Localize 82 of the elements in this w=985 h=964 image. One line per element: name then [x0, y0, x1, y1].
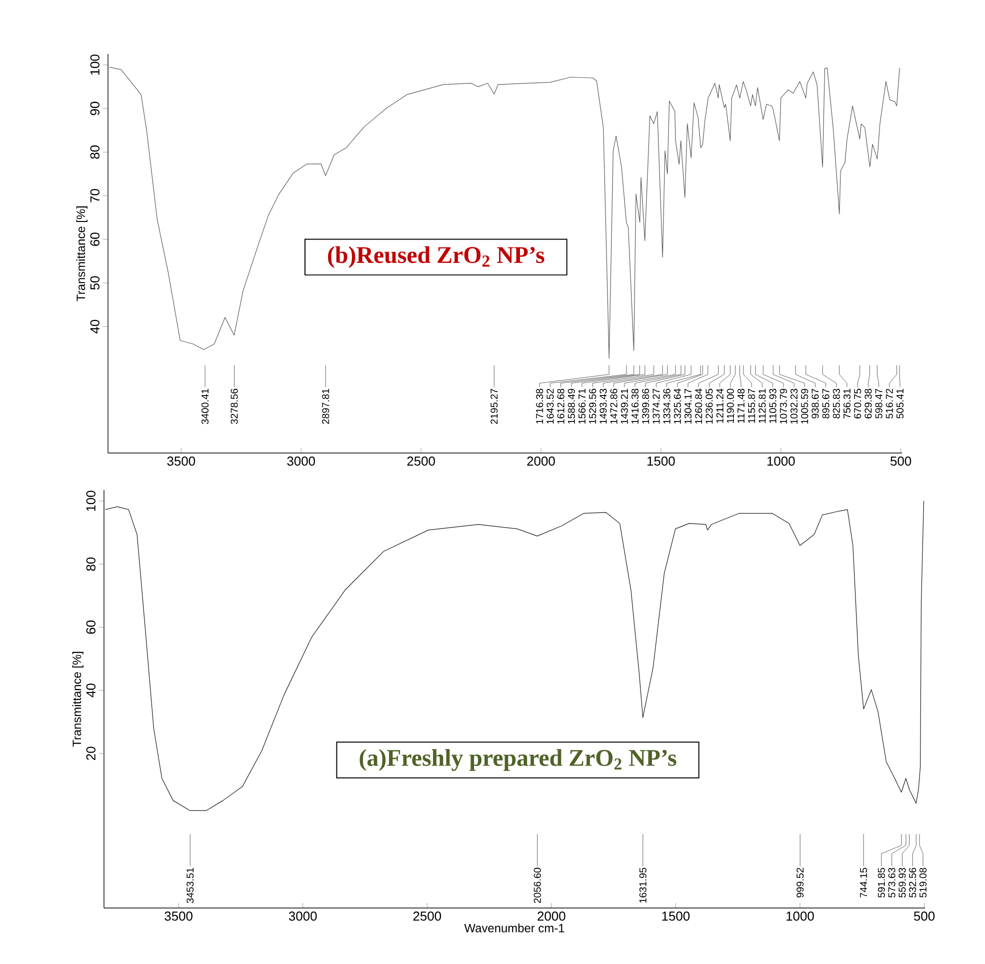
x-tick-label: 1000	[767, 456, 795, 466]
y-axis-title: Transmittance [%]	[72, 652, 84, 747]
annotation: 516.72	[886, 388, 893, 418]
y-tick-label: 100	[90, 54, 100, 75]
annotation: 559.93	[898, 868, 906, 898]
annotation: 999.52	[796, 868, 804, 898]
annotation: 1155.87	[748, 388, 756, 423]
annotation: 1105.93	[769, 388, 776, 423]
annotation: 1211.24	[716, 388, 724, 423]
x-tick-label: 1500	[648, 456, 675, 466]
annotation: 532.56	[909, 868, 916, 898]
x-tick-label: 2500	[413, 912, 442, 921]
annotation: 1566.71	[578, 388, 586, 424]
y-tick-label: 20	[86, 746, 96, 760]
x-tick-label: 3500	[164, 912, 192, 921]
annotation: 1374.27	[652, 388, 660, 424]
annotation: 1439.21	[620, 388, 628, 424]
annotation: 1190.00	[726, 388, 734, 423]
annotation: 1716.38	[536, 388, 544, 424]
annotation: 1631.95	[639, 868, 646, 903]
x-tick-label: 500	[890, 456, 912, 466]
x-tick-label: 1500	[662, 912, 690, 921]
annotation: 3278.56	[230, 388, 238, 424]
annotation: 1125.81	[758, 388, 766, 423]
annotation: 938.67	[812, 388, 819, 418]
annotation: 744.15	[860, 868, 868, 898]
annotation: 1260.84	[695, 388, 702, 424]
annotation: 629.38	[864, 388, 872, 418]
annotation: 1493.43	[600, 388, 607, 424]
annotation: 1236.05	[706, 388, 713, 424]
annotation: 1304.17	[684, 388, 692, 424]
y-tick-label: 50	[90, 276, 100, 290]
annotation: 756.31	[843, 388, 851, 418]
y-tick-label: 40	[86, 684, 96, 698]
y-axis-title: Transmittance [%]	[76, 206, 88, 302]
annotation: 1588.49	[568, 388, 575, 424]
annotation: 1643.52	[546, 388, 554, 424]
x-tick-label: 3000	[288, 912, 317, 921]
x-tick-label: 1000	[786, 912, 814, 921]
x-tick-label: 2000	[527, 456, 555, 466]
x-axis-title: Wavenumber cm-1	[464, 924, 564, 932]
y-tick-label: 100	[86, 490, 96, 511]
annotation: 2897.81	[322, 388, 330, 424]
annotation: 1032.23	[790, 388, 798, 424]
x-tick-label: 3000	[287, 456, 315, 466]
line-series	[104, 500, 924, 811]
annotation: 1472.86	[610, 388, 618, 424]
annotation: 598.47	[875, 388, 882, 418]
annotation: 825.83	[832, 388, 840, 418]
y-tick-label: 90	[90, 102, 100, 116]
annotation: 1171.48	[737, 388, 745, 423]
annotation: 1073.79	[780, 388, 787, 424]
x-tick-label: 3500	[167, 456, 196, 466]
text: (b)Reused ZrO$_{2}$ NP’s	[328, 246, 544, 268]
y-tick-label: 60	[86, 620, 96, 634]
y-tick-label: 80	[90, 145, 100, 159]
annotation: 1612.68	[557, 388, 564, 424]
annotation: 505.41	[896, 388, 904, 418]
annotation: 1399.86	[642, 388, 650, 424]
x-tick-label: 2000	[538, 912, 566, 921]
annotation: 1529.56	[589, 388, 596, 424]
annotation: 1005.59	[801, 388, 808, 424]
annotation: 1325.64	[674, 388, 681, 424]
annotation: 519.08	[919, 868, 927, 898]
annotation: 2056.60	[534, 868, 541, 903]
y-tick-label: 80	[86, 557, 96, 571]
y-tick-label: 40	[90, 320, 100, 334]
line-series	[108, 66, 900, 359]
x-tick-label: 2500	[407, 456, 435, 466]
x-tick-label: 500	[914, 912, 935, 921]
text: (a)Freshly prepared ZrO$_{2}$ NP’s	[360, 749, 676, 771]
annotation: 2195.27	[490, 388, 498, 424]
annotation: 3453.51	[186, 868, 194, 904]
annotation: 3400.41	[202, 388, 209, 424]
annotation: 1334.36	[663, 388, 670, 424]
annotation: 591.85	[878, 868, 885, 898]
annotation: 1416.38	[631, 388, 639, 424]
y-tick-label: 60	[90, 232, 100, 246]
annotation: 670.75	[854, 388, 862, 418]
annotation: 573.63	[888, 868, 896, 898]
annotation: 895.67	[822, 388, 830, 418]
y-tick-label: 70	[90, 189, 100, 202]
